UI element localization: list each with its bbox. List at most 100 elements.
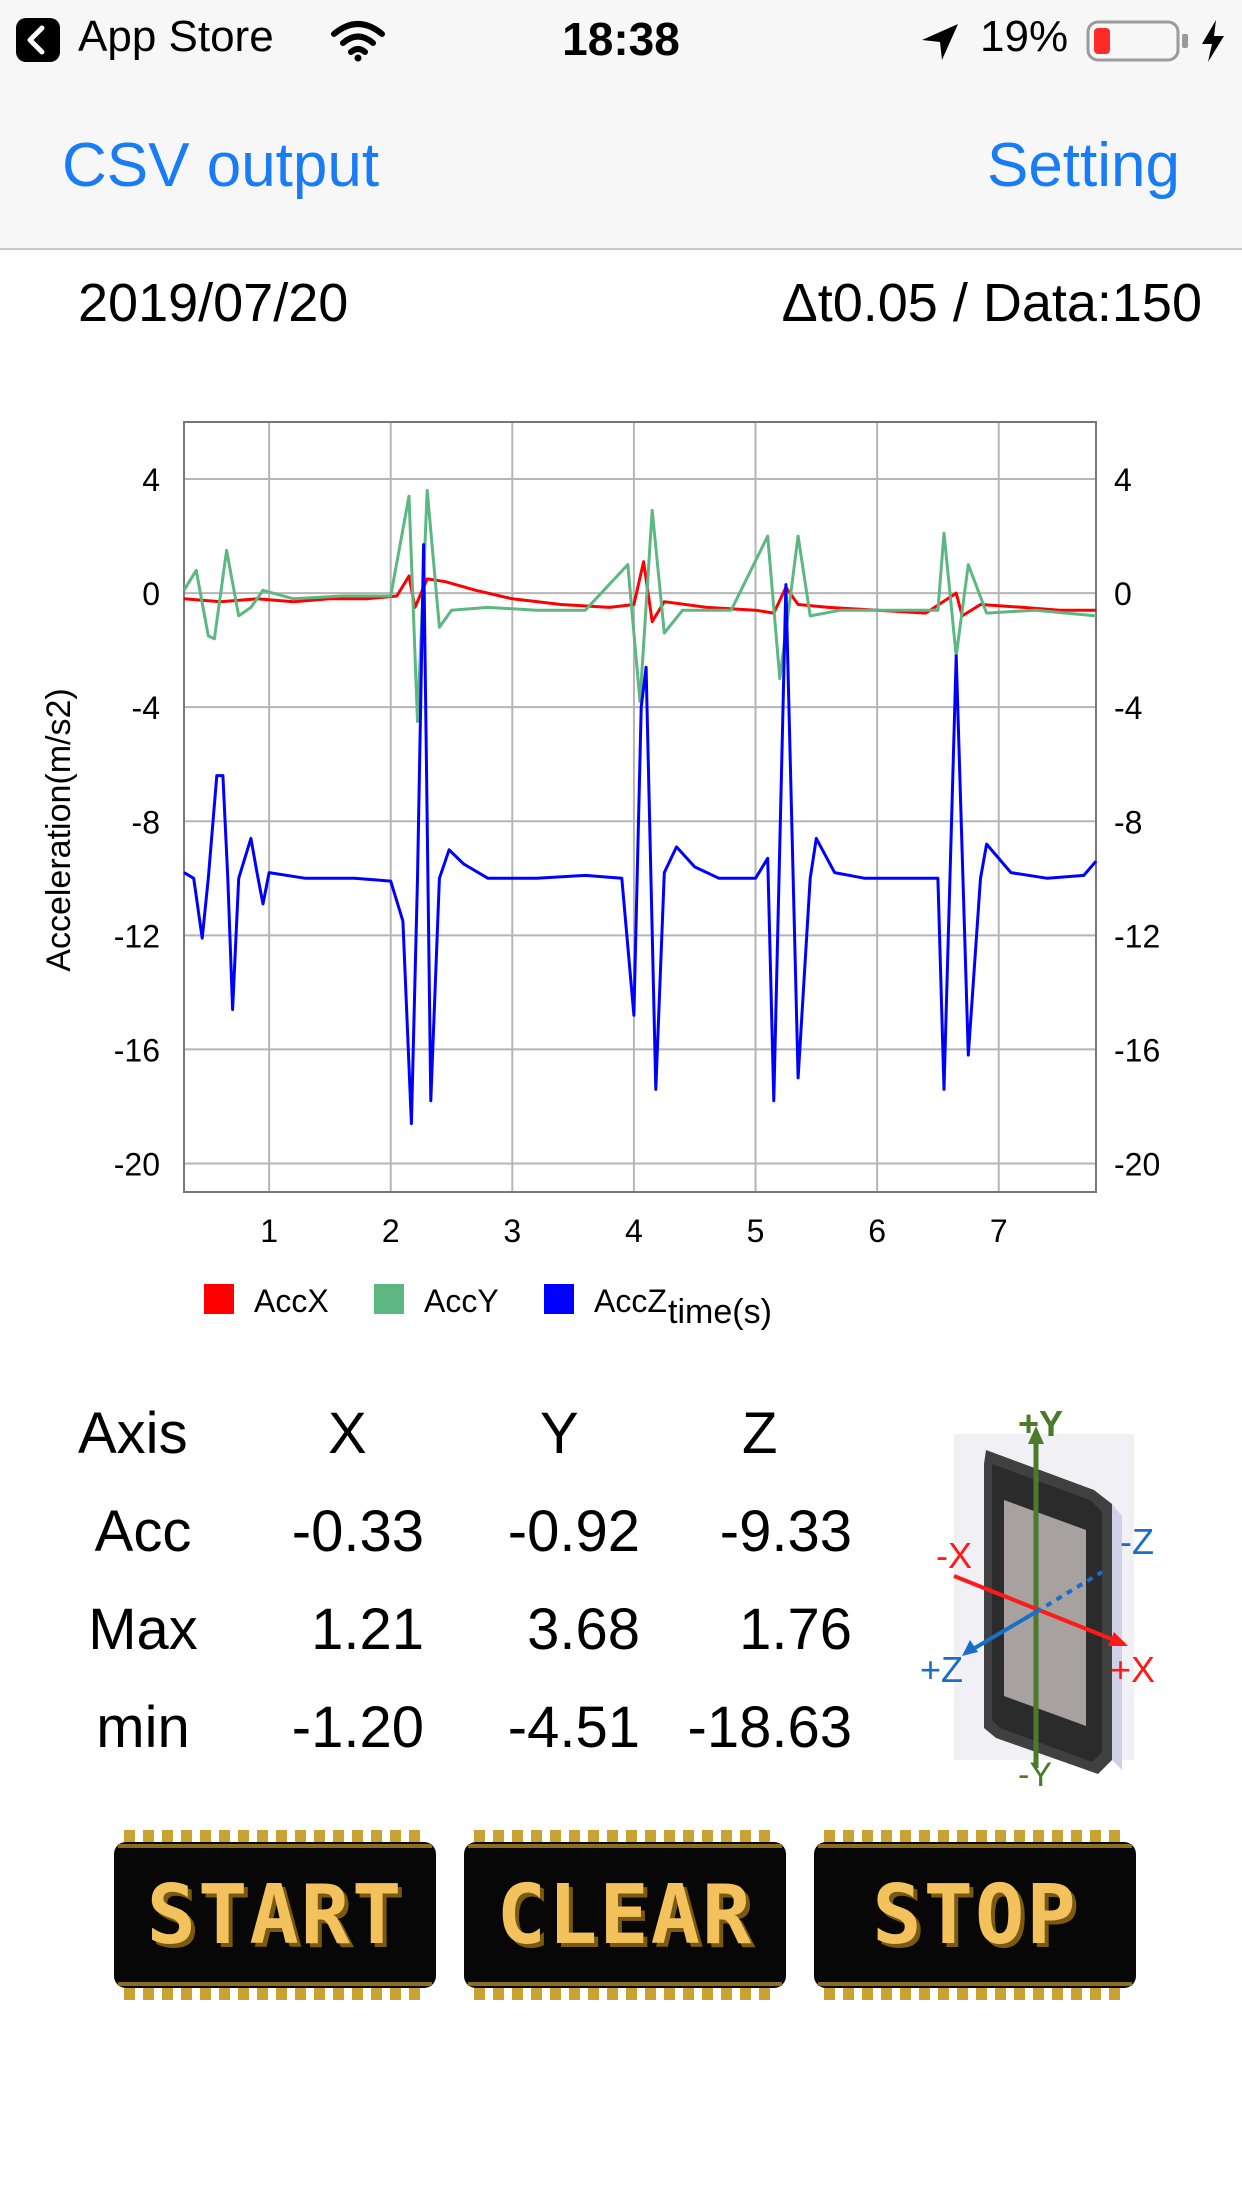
status-time: 18:38 <box>562 13 680 65</box>
chip-pin <box>1090 1988 1101 2000</box>
device-axes-diagram: +Y -Y -X +X -Z +Z <box>920 1408 1155 1788</box>
chip-pin <box>493 1830 504 1842</box>
stop-button[interactable]: STOP <box>814 1830 1136 2000</box>
axis-header-x: X <box>328 1401 367 1466</box>
chip-pin <box>390 1830 401 1842</box>
y-tick-label-right: -12 <box>1114 918 1160 954</box>
y-tick-label-left: -4 <box>132 690 160 726</box>
chip-pin <box>607 1988 618 2000</box>
measurement-date: 2019/07/20 <box>78 273 349 333</box>
chip-pin <box>238 1988 249 2000</box>
chip-pin <box>1071 1988 1082 2000</box>
chip-edge <box>468 1982 782 1986</box>
chip-pin <box>314 1830 325 1842</box>
chip-pin <box>1033 1830 1044 1842</box>
legend-label-accx: AccX <box>254 1283 329 1319</box>
chip-pin <box>276 1830 287 1842</box>
chip-body <box>464 1842 786 1988</box>
chip-pin <box>759 1830 770 1842</box>
chip-pin <box>531 1988 542 2000</box>
csv-output-button[interactable]: CSV output <box>62 131 380 200</box>
chip-pin <box>588 1830 599 1842</box>
plus-x-label: +X <box>1110 1649 1155 1690</box>
chip-pin <box>162 1830 173 1842</box>
chip-edge <box>118 1982 432 1986</box>
y-tick-label-left: 4 <box>142 462 160 498</box>
chip-pin <box>200 1830 211 1842</box>
chip-pin <box>721 1830 732 1842</box>
x-tick-label: 6 <box>868 1213 886 1249</box>
chip-pin <box>181 1830 192 1842</box>
start-button[interactable]: START <box>114 1830 436 2000</box>
chart-grid <box>184 422 1096 1192</box>
y-axis-right-ticks: 4 0 -4 -8 -12 -16 -20 <box>1114 462 1160 1182</box>
chip-pin <box>900 1830 911 1842</box>
chip-pin <box>1071 1830 1082 1842</box>
chip-pin <box>1109 1988 1120 2000</box>
chip-pin <box>143 1988 154 2000</box>
chip-pin <box>702 1830 713 1842</box>
chip-pin <box>919 1988 930 2000</box>
setting-button[interactable]: Setting <box>986 131 1180 200</box>
row-label-min: min <box>96 1695 190 1760</box>
series-accy-line <box>182 488 1097 723</box>
navigation-bar: CSV output Setting <box>0 80 1242 250</box>
chip-pin <box>683 1830 694 1842</box>
chip-edge <box>818 1844 1132 1848</box>
axis-header: Axis <box>78 1401 188 1466</box>
x-tick-label: 7 <box>990 1213 1008 1249</box>
max-z-value: 1.76 <box>739 1597 852 1662</box>
y-tick-label-right: 4 <box>1114 462 1132 498</box>
chip-pin <box>957 1830 968 1842</box>
y-axis-arrow-icon <box>1028 1426 1044 1444</box>
chip-pin <box>976 1988 987 2000</box>
chip-pin <box>976 1830 987 1842</box>
chip-pin <box>219 1988 230 2000</box>
legend-swatch-accx <box>204 1284 234 1314</box>
chip-pin <box>938 1830 949 1842</box>
chip-pin <box>550 1988 561 2000</box>
chip-pin <box>645 1830 656 1842</box>
z-axis-arrow-icon <box>962 1640 978 1656</box>
location-arrow-icon <box>922 24 958 60</box>
acc-x-value: -0.33 <box>291 1499 424 1564</box>
chip-pin <box>493 1988 504 2000</box>
stop-button-label: STOP <box>872 1868 1078 1963</box>
start-button-label: START <box>146 1868 404 1963</box>
chip-pin <box>1033 1988 1044 2000</box>
y-axis-left-ticks: 4 0 -4 -8 -12 -16 -20 <box>114 462 160 1182</box>
chip-pin <box>181 1988 192 2000</box>
x-axis-label: time(s) <box>668 1293 772 1331</box>
max-y-value: 3.68 <box>527 1597 640 1662</box>
chip-pin <box>740 1988 751 2000</box>
series-accz-line <box>183 543 1098 1126</box>
battery-icon <box>1086 20 1188 62</box>
chip-pin <box>1052 1988 1063 2000</box>
chip-pin <box>957 1988 968 2000</box>
chip-pin <box>995 1988 1006 2000</box>
series-accx-line <box>183 560 1096 624</box>
y-tick-label-left: -8 <box>132 804 160 840</box>
chip-pin <box>200 1988 211 2000</box>
chip-pin <box>333 1988 344 2000</box>
x-axis-arrow-icon <box>1108 1632 1128 1646</box>
chip-pin <box>740 1830 751 1842</box>
chip-pin <box>352 1830 363 1842</box>
chip-pin <box>512 1830 523 1842</box>
chip-pin <box>645 1988 656 2000</box>
chip-pin <box>124 1988 135 2000</box>
chip-pin <box>759 1988 770 2000</box>
max-x-value: 1.21 <box>311 1597 424 1662</box>
axis-header-z: Z <box>742 1401 778 1466</box>
clear-button[interactable]: CLEAR <box>464 1830 786 2000</box>
chip-pin <box>143 1830 154 1842</box>
minus-z-label: -Z <box>1120 1521 1154 1562</box>
chip-pin <box>474 1830 485 1842</box>
x-tick-label: 2 <box>382 1213 400 1249</box>
charging-bolt-icon <box>1202 20 1224 62</box>
back-arrow-icon[interactable] <box>16 18 60 62</box>
chart-legend: AccX AccY AccZ <box>204 1283 667 1319</box>
y-tick-label-left: -20 <box>114 1146 160 1182</box>
y-axis-label: Acceleration(m/s2) <box>40 688 78 971</box>
back-app-label[interactable]: App Store <box>78 12 274 61</box>
